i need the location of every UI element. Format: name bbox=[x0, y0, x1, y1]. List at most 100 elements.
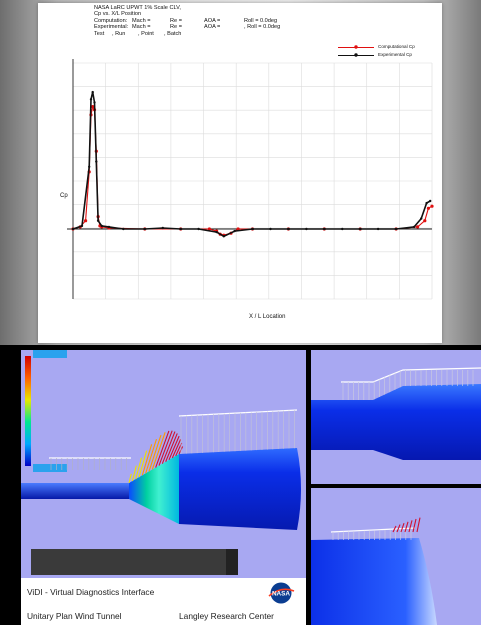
vector bbox=[396, 524, 401, 533]
data-point bbox=[359, 227, 362, 231]
data-point bbox=[323, 227, 326, 231]
color-bar-min-tag bbox=[33, 464, 67, 472]
data-point bbox=[251, 227, 254, 231]
scale-bar-end bbox=[226, 549, 238, 575]
data-point bbox=[71, 227, 75, 231]
data-point bbox=[215, 230, 218, 234]
x-axis-label: X / L Location bbox=[249, 314, 286, 320]
vector bbox=[155, 430, 170, 468]
chart-subtitle: Cp vs. X/L Position bbox=[94, 11, 142, 18]
vector bbox=[161, 431, 176, 464]
experimental-row: Experimental: Mach = Re = AOA = , Roll = … bbox=[94, 24, 280, 30]
data-point bbox=[341, 227, 344, 231]
computation-mach: Mach = bbox=[132, 17, 151, 24]
scale-bar bbox=[31, 549, 238, 575]
vector bbox=[404, 521, 409, 533]
pressure-vectors-bottom-right bbox=[330, 517, 421, 540]
data-point bbox=[376, 227, 380, 231]
vector bbox=[171, 439, 182, 459]
data-point bbox=[269, 227, 272, 231]
vector bbox=[408, 520, 413, 533]
footer-center: Langley Research Center bbox=[179, 611, 274, 621]
data-point bbox=[95, 160, 98, 163]
vector bbox=[168, 435, 180, 461]
chart-title: NASA LaRC UPWT 1% Scale CLV, bbox=[94, 5, 181, 11]
nasa-logo: NASA bbox=[267, 582, 295, 604]
computation-aoa: AOA = bbox=[204, 17, 221, 24]
vector bbox=[151, 432, 166, 470]
series-computational bbox=[71, 105, 434, 237]
main-3d-view[interactable] bbox=[21, 350, 306, 578]
color-bar-max-tag bbox=[33, 350, 67, 358]
data-point bbox=[430, 204, 434, 208]
data-point bbox=[100, 224, 103, 228]
experimental-label: Experimental: bbox=[94, 24, 129, 31]
data-point bbox=[305, 227, 308, 231]
data-point bbox=[207, 227, 211, 231]
sting-rod bbox=[21, 483, 131, 499]
data-point bbox=[287, 227, 290, 231]
data-point bbox=[420, 217, 423, 220]
data-point bbox=[91, 90, 94, 94]
experimental-re: Re = bbox=[170, 24, 182, 31]
data-point bbox=[107, 225, 111, 229]
y-axis-label: Cp bbox=[60, 193, 68, 199]
computation-row: Computation: Mach = Re = AOA = Roll = 0.0… bbox=[94, 18, 280, 24]
top-right-detail-graphic bbox=[311, 367, 481, 460]
data-point bbox=[88, 165, 91, 168]
test-label: Test bbox=[94, 30, 105, 37]
series-experimental bbox=[71, 90, 432, 238]
pressure-vectors-main bbox=[49, 409, 298, 484]
point-label: , Point bbox=[138, 30, 154, 37]
experimental-mach: Mach = bbox=[132, 24, 151, 31]
data-point bbox=[222, 235, 225, 238]
data-point bbox=[89, 98, 93, 101]
detail-body-top bbox=[311, 384, 481, 460]
bottom-right-detail-view[interactable] bbox=[311, 488, 481, 625]
data-point bbox=[122, 227, 125, 231]
vector bbox=[416, 517, 421, 533]
legend-experimental: Experimental Cp bbox=[378, 52, 412, 57]
data-point bbox=[426, 206, 430, 210]
experimental-aoa: AOA = bbox=[204, 24, 221, 31]
vector bbox=[135, 457, 143, 480]
vector-baseline bbox=[341, 367, 481, 383]
vector bbox=[138, 450, 148, 478]
transition-cone bbox=[129, 454, 179, 524]
footer: ViDI - Virtual Diagnostics Interface Uni… bbox=[21, 578, 306, 625]
vector bbox=[400, 523, 405, 533]
cp-plot bbox=[67, 45, 434, 300]
run-label: , Run bbox=[112, 30, 126, 37]
data-point bbox=[416, 225, 420, 229]
data-point bbox=[233, 229, 236, 233]
plot-axes bbox=[67, 59, 432, 299]
legend-marker-experimental bbox=[354, 53, 358, 57]
computation-roll: Roll = 0.0deg bbox=[244, 17, 278, 24]
vector bbox=[141, 444, 153, 476]
series-line bbox=[72, 105, 433, 236]
top-right-detail-view[interactable] bbox=[311, 350, 481, 484]
data-point bbox=[91, 105, 95, 109]
vector bbox=[128, 473, 132, 484]
vector bbox=[412, 518, 417, 533]
vector-baseline bbox=[330, 527, 416, 533]
footer-facility: Unitary Plan Wind Tunnel bbox=[27, 611, 122, 621]
vector bbox=[392, 525, 397, 533]
plot-grid bbox=[72, 62, 433, 300]
batch-label: , Batch bbox=[164, 30, 182, 37]
data-point bbox=[429, 199, 432, 203]
main-3d-view-graphic bbox=[21, 350, 301, 575]
data-point bbox=[197, 227, 200, 231]
data-point bbox=[143, 227, 146, 231]
vector bbox=[165, 433, 178, 462]
experimental-roll: , Roll = 0.0deg bbox=[244, 24, 281, 31]
color-bar bbox=[25, 356, 31, 466]
chart-header: NASA LaRC UPWT 1% Scale CLV, Cp vs. X/L … bbox=[94, 5, 280, 37]
computation-re: Re = bbox=[170, 17, 182, 24]
footer-title: ViDI - Virtual Diagnostics Interface bbox=[27, 587, 155, 597]
vector-baseline bbox=[178, 409, 298, 417]
pressure-vectors-top-right bbox=[341, 367, 481, 400]
vector bbox=[158, 430, 173, 466]
data-point bbox=[84, 219, 88, 223]
model-body bbox=[179, 448, 301, 530]
